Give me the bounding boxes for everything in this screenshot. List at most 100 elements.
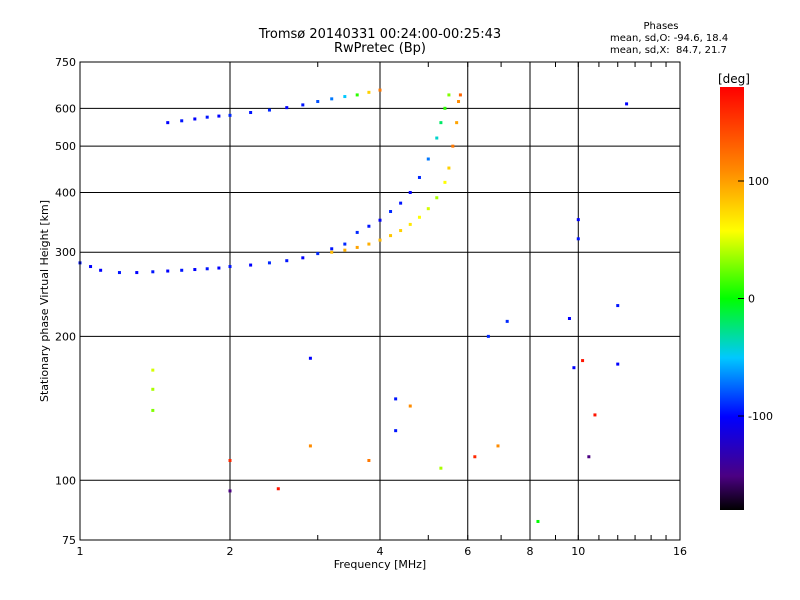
- echo-point: [473, 455, 477, 459]
- echo-point: [367, 90, 371, 94]
- echo-point: [443, 106, 447, 110]
- chart-subtitle: RwPretec (Bp): [333, 41, 427, 56]
- echo-point: [567, 316, 571, 320]
- x-tick-label: 2: [227, 545, 234, 558]
- echo-point: [205, 267, 209, 271]
- colorbar-tick-label: 0: [748, 293, 755, 306]
- echo-point: [330, 97, 334, 101]
- echo-point: [228, 489, 232, 493]
- y-tick-label: 750: [55, 56, 76, 69]
- phases-o-stats: mean, sd,O: -94.6, 18.4: [610, 33, 729, 44]
- echo-point: [378, 238, 382, 242]
- echo-point: [408, 190, 412, 194]
- echo-point: [343, 248, 347, 252]
- echo-point: [89, 265, 93, 269]
- echo-point: [343, 242, 347, 246]
- echo-point: [193, 117, 197, 121]
- echo-point: [451, 144, 455, 148]
- colorbar-tick-label: -100: [748, 410, 773, 423]
- echo-point: [316, 100, 320, 104]
- echo-point: [378, 88, 382, 92]
- echo-point: [435, 136, 439, 140]
- echo-point: [151, 408, 155, 412]
- y-tick-label: 300: [55, 246, 76, 259]
- echo-point: [316, 252, 320, 256]
- echo-point: [135, 271, 139, 275]
- echo-point: [486, 334, 490, 338]
- grid-lines: [80, 62, 680, 540]
- echo-point: [249, 263, 253, 267]
- echo-point: [426, 157, 430, 161]
- echo-point: [285, 259, 289, 263]
- echo-point: [355, 245, 359, 249]
- echo-point: [367, 224, 371, 228]
- echo-point: [285, 106, 289, 110]
- echo-point: [355, 230, 359, 234]
- chart-title: Tromsø 20140331 00:24:00-00:25:43: [258, 27, 502, 42]
- echo-point: [408, 404, 412, 408]
- echo-point: [417, 215, 421, 219]
- x-tick-label: 10: [571, 545, 585, 558]
- colorbar-tick-label: 100: [748, 175, 769, 188]
- echo-point: [435, 196, 439, 200]
- echo-point: [99, 268, 103, 272]
- echo-point: [117, 271, 121, 275]
- echo-point: [389, 234, 393, 238]
- echo-point: [439, 466, 443, 470]
- echo-point: [399, 201, 403, 205]
- echo-point: [228, 113, 232, 117]
- x-tick-label: 16: [673, 545, 687, 558]
- echo-point: [151, 387, 155, 391]
- echo-point: [457, 100, 461, 104]
- echo-point: [616, 304, 620, 308]
- echo-point: [355, 93, 359, 97]
- colorbar-ticks: 100 0 -100: [738, 175, 773, 423]
- echo-point: [572, 366, 576, 370]
- echo-point: [228, 265, 232, 269]
- y-tick-label: 200: [55, 330, 76, 343]
- echo-point: [593, 413, 597, 417]
- x-tick-label: 4: [377, 545, 384, 558]
- echo-point: [576, 237, 580, 241]
- echo-point: [581, 359, 585, 363]
- echo-point: [217, 114, 221, 118]
- echo-point: [151, 270, 155, 274]
- y-tick-label: 600: [55, 102, 76, 115]
- echo-point: [249, 111, 253, 115]
- echo-point: [496, 444, 500, 448]
- echo-point: [308, 356, 312, 360]
- x-axis-label: Frequency [MHz]: [334, 558, 426, 571]
- echo-point: [455, 121, 459, 125]
- echo-point: [378, 218, 382, 222]
- echo-point: [367, 458, 371, 462]
- echo-point: [180, 268, 184, 272]
- echo-point: [536, 519, 540, 523]
- echo-point: [267, 108, 271, 112]
- echo-point: [458, 93, 462, 97]
- echo-point: [301, 103, 305, 107]
- echo-point: [443, 180, 447, 184]
- y-tick-label: 400: [55, 186, 76, 199]
- phases-x-stats: mean, sd,X: 84.7, 21.7: [610, 45, 727, 56]
- echo-point: [301, 256, 305, 260]
- echo-point: [308, 444, 312, 448]
- echo-point: [228, 458, 232, 462]
- x-tick-label: 8: [527, 545, 534, 558]
- echo-point: [587, 455, 591, 459]
- y-tick-label: 500: [55, 140, 76, 153]
- echo-point: [625, 102, 629, 106]
- echo-point: [447, 93, 451, 97]
- y-axis-label: Stationary phase Virtual Height [km]: [38, 200, 51, 402]
- axis-ticks: 1 2 4 6 8 10 16 75 100 200 300 400 500 600 750: [55, 56, 687, 558]
- echo-point: [439, 121, 443, 125]
- echo-point: [166, 269, 170, 273]
- colorbar-label: [deg]: [718, 72, 750, 86]
- echo-point: [447, 166, 451, 170]
- x-tick-label: 6: [464, 545, 471, 558]
- echo-point: [394, 397, 398, 401]
- echo-point: [408, 222, 412, 226]
- echo-point: [205, 115, 209, 119]
- echo-point: [180, 119, 184, 123]
- echo-point: [426, 207, 430, 211]
